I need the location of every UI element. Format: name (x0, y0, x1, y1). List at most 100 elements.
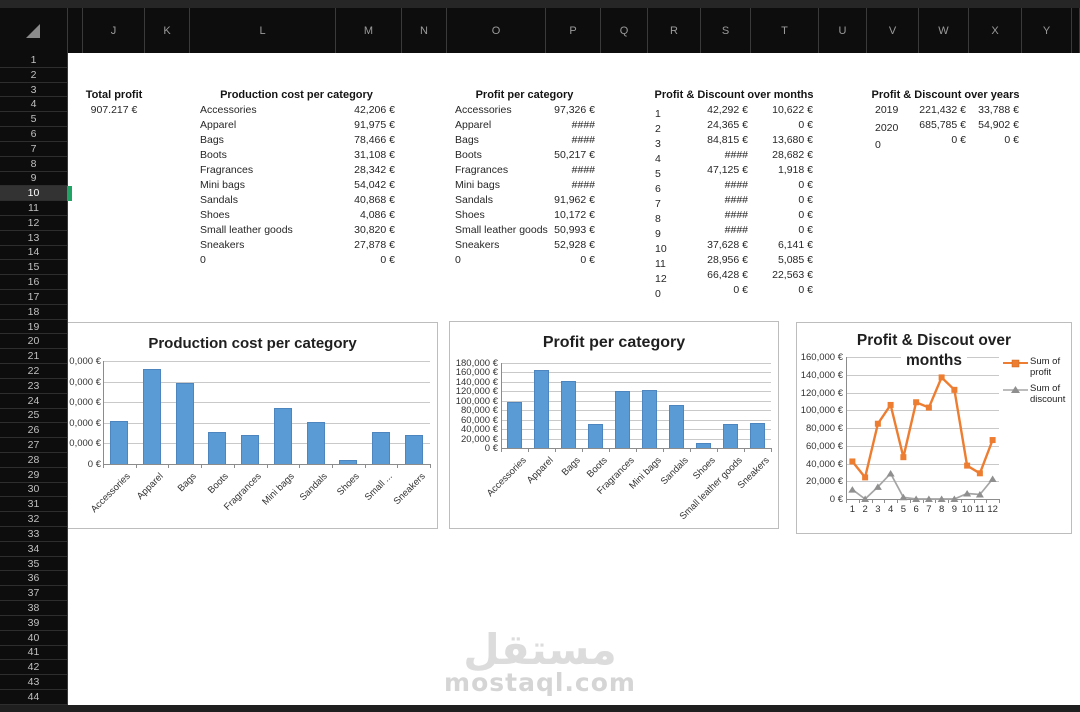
row-header[interactable]: 42 (0, 660, 67, 676)
row-header[interactable]: 15 (0, 260, 67, 276)
cell[interactable]: 0 € (798, 224, 813, 236)
cell[interactable]: #### (724, 194, 748, 206)
column-header[interactable]: M (336, 8, 402, 53)
select-all-button[interactable] (0, 8, 68, 53)
profit-discount-months-table[interactable]: Profit & Discount over months 1 42,292 € 10… (649, 88, 819, 300)
cell[interactable]: #### (571, 164, 595, 176)
row-header[interactable]: 38 (0, 601, 67, 616)
cell[interactable]: #### (724, 224, 748, 236)
cell[interactable]: 4 (655, 153, 661, 165)
cell[interactable]: 0 € (798, 284, 813, 296)
cell[interactable]: #### (571, 119, 595, 131)
column-header[interactable]: T (751, 8, 819, 53)
row-header[interactable]: 2 (0, 68, 67, 83)
cell[interactable]: 52,928 € (554, 239, 595, 251)
row-header[interactable]: 1 (0, 53, 67, 68)
cell[interactable]: 6,141 € (777, 239, 813, 251)
cell[interactable]: 0 € (798, 119, 813, 131)
row-header[interactable]: 20 (0, 334, 67, 350)
row-header[interactable]: 29 (0, 468, 67, 483)
cell[interactable]: 0 € (951, 134, 966, 146)
cell[interactable]: Bags (455, 134, 479, 146)
row-header[interactable]: 12 (0, 216, 67, 231)
row-header[interactable]: 31 (0, 497, 67, 513)
cell[interactable]: 0 (200, 254, 206, 266)
cell[interactable]: 66,428 € (707, 269, 748, 281)
row-header[interactable]: 18 (0, 305, 67, 320)
column-header[interactable] (1072, 8, 1080, 53)
cell[interactable]: 47,125 € (707, 164, 748, 176)
cell[interactable]: 0 (655, 288, 661, 300)
column-header[interactable]: P (546, 8, 601, 53)
cell[interactable]: Small leather goods (200, 224, 293, 236)
row-header[interactable]: 21 (0, 349, 67, 365)
cell[interactable]: 0 (455, 254, 461, 266)
cell[interactable]: #### (571, 134, 595, 146)
row-header[interactable]: 30 (0, 483, 67, 498)
cell[interactable]: 1,918 € (777, 164, 813, 176)
column-header[interactable]: J (83, 8, 145, 53)
cell[interactable]: Sneakers (200, 239, 245, 251)
cell[interactable]: 22,563 € (772, 269, 813, 281)
cell[interactable]: 1 (655, 108, 661, 120)
cell[interactable]: 91,975 € (354, 119, 395, 131)
row-header[interactable]: 7 (0, 142, 67, 157)
cell[interactable]: 50,217 € (554, 149, 595, 161)
row-header[interactable]: 28 (0, 453, 67, 468)
cell[interactable]: 0 € (1004, 134, 1019, 146)
row-header[interactable]: 25 (0, 409, 67, 424)
row-header[interactable]: 13 (0, 231, 67, 246)
row-header[interactable]: 3 (0, 83, 67, 98)
cell[interactable]: Shoes (200, 209, 230, 221)
row-header[interactable]: 43 (0, 675, 67, 690)
row-header[interactable]: 22 (0, 364, 67, 379)
cell[interactable]: 37,628 € (707, 239, 748, 251)
row-header[interactable]: 24 (0, 394, 67, 409)
cell[interactable]: Mini bags (200, 179, 245, 191)
column-header[interactable]: L (190, 8, 336, 53)
cell[interactable]: 9 (655, 228, 661, 240)
row-header[interactable]: 9 (0, 172, 67, 187)
cell[interactable]: 10 (655, 243, 667, 255)
cell[interactable]: 2 (655, 123, 661, 135)
cell[interactable]: 28,342 € (354, 164, 395, 176)
cell[interactable]: 13,680 € (772, 134, 813, 146)
cell[interactable]: Apparel (455, 119, 492, 131)
cell[interactable]: 0 € (733, 284, 748, 296)
row-header[interactable]: 34 (0, 542, 67, 557)
cell[interactable]: Fragrances (200, 164, 254, 176)
column-header[interactable]: N (402, 8, 447, 53)
row-header[interactable]: 32 (0, 512, 67, 527)
cell[interactable]: 84,815 € (707, 134, 748, 146)
cell[interactable]: #### (571, 179, 595, 191)
cell[interactable]: 5 (655, 168, 661, 180)
row-header[interactable]: 33 (0, 527, 67, 542)
total-profit-block[interactable]: Total profit 907.217 € (83, 88, 145, 118)
profit-discount-months-chart[interactable]: Profit & Discout over months Sum of prof… (796, 322, 1072, 534)
cell[interactable]: 0 € (380, 254, 395, 266)
row-header[interactable]: 16 (0, 275, 67, 290)
cell[interactable]: Apparel (200, 119, 237, 131)
cell[interactable]: 2019 (875, 104, 899, 116)
cell[interactable]: Shoes (455, 209, 485, 221)
cell[interactable]: 40,868 € (354, 194, 395, 206)
row-header[interactable]: 14 (0, 246, 67, 261)
cell[interactable]: 4,086 € (359, 209, 395, 221)
cell[interactable]: 24,365 € (707, 119, 748, 131)
cell[interactable]: Boots (200, 149, 227, 161)
row-header[interactable]: 5 (0, 112, 67, 128)
row-header[interactable]: 11 (0, 201, 67, 216)
row-header[interactable]: 41 (0, 646, 67, 661)
cell[interactable]: 3 (655, 138, 661, 150)
profit-per-category-chart[interactable]: Profit per category 180,000 €160,000 €14… (449, 321, 779, 529)
cell[interactable]: 10,622 € (772, 104, 813, 116)
cell[interactable]: Bags (200, 134, 224, 146)
cell[interactable]: 221,432 € (919, 104, 966, 116)
cell[interactable]: Boots (455, 149, 482, 161)
row-header[interactable]: 37 (0, 586, 67, 602)
cell[interactable]: 7 (655, 198, 661, 210)
profit-per-category-table[interactable]: Profit per category Accessories 97,326 € Ap… (448, 88, 601, 268)
column-header[interactable]: K (145, 8, 190, 53)
row-header[interactable]: 36 (0, 571, 67, 587)
cell[interactable]: Fragrances (455, 164, 509, 176)
